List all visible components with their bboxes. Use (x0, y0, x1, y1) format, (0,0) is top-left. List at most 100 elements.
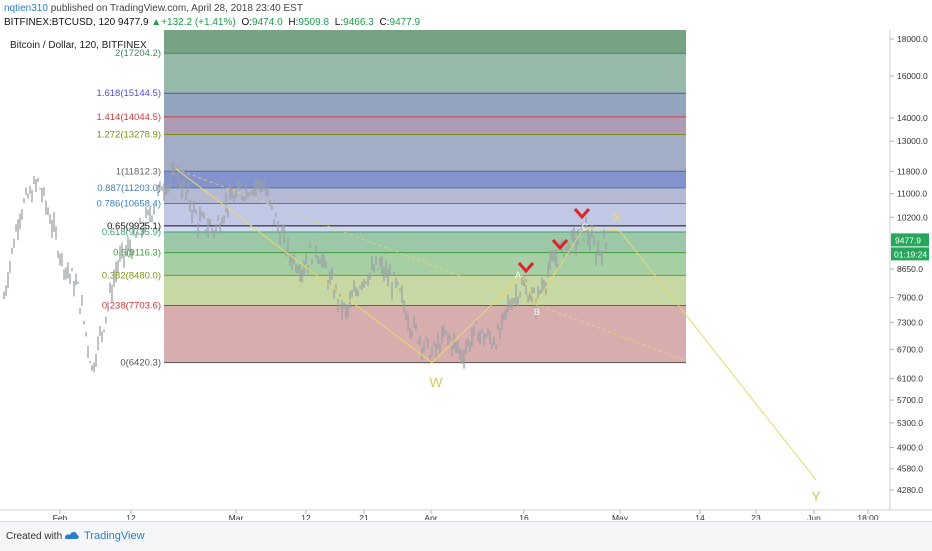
y-tick-label: 7900.0 (897, 293, 923, 303)
fib-zone (164, 134, 686, 172)
fib-zone (164, 275, 686, 306)
published-text: published on TradingView.com, April 28, … (50, 3, 303, 14)
y-tick-label: 16000.0 (897, 71, 928, 81)
y-tick-label: 11000.0 (897, 189, 927, 199)
wave-label: W (429, 374, 443, 390)
fib-zone (164, 53, 686, 94)
tradingview-link[interactable]: TradingView (84, 530, 145, 542)
y-tick-label: 13000.0 (897, 136, 928, 146)
fib-level-label: 0.786(10658.4) (97, 199, 161, 210)
wave-line (521, 275, 537, 304)
y-tick-label: 6100.0 (897, 374, 923, 384)
fib-level-label: 0.65(9925.1) (107, 221, 161, 232)
price-tags: 9477.9 01:19:24 (891, 233, 929, 261)
sell-marker-icon (551, 239, 569, 251)
close-value: 9477.9 (389, 17, 421, 28)
symbol-label: BITFINEX:BTCUSD, 120 (4, 17, 116, 28)
fib-zone (164, 93, 686, 117)
fib-zone (164, 305, 686, 363)
fib-labels: 2(17204.2) 1.618(15144.5) 1.414(14044.5) 1.… (97, 48, 161, 368)
y-tick-label: 10200.0 (897, 212, 928, 222)
fib-level-label: 1.618(15144.5) (97, 88, 161, 99)
high-value: 9509.8 (298, 17, 330, 28)
fib-level-label: 0.5(9116.3) (113, 248, 161, 259)
publish-info: nqtien310 published on TradingView.com, … (4, 3, 303, 15)
x-tick-label: 12 (126, 513, 136, 520)
x-tick-label: May (612, 513, 629, 520)
sell-marker-icon (573, 208, 591, 220)
low-label: L: (334, 17, 344, 28)
fib-level-label: 1.414(14044.5) (97, 112, 161, 123)
fib-level-label: 0.887(11203.0) (97, 183, 161, 194)
current-price-tag (891, 233, 929, 247)
fib-level-label: 1(11812.3) (116, 166, 161, 177)
y-tick-label: 4900.0 (897, 443, 923, 453)
x-tick-label: Jun (807, 513, 821, 520)
x-tick-label: 12 (301, 513, 311, 520)
low-value: 9466.3 (343, 17, 374, 28)
fib-level-label: 0.618(9735.9) (102, 227, 161, 238)
price-axis[interactable]: 18000.0 16000.0 14000.0 13000.0 11800.0 11000… (890, 34, 928, 495)
sell-marker-icon (517, 262, 535, 274)
fib-zone (164, 252, 686, 276)
up-arrow-icon: ▲ (151, 17, 162, 28)
wave-markers: W A B C X Y (429, 208, 821, 504)
x-tick-label: Mar (229, 513, 244, 520)
price-chart[interactable]: 2(17204.2) 1.618(15144.5) 1.414(14044.5) 1.… (0, 30, 932, 520)
created-with-text: Created with (6, 531, 63, 542)
y-tick-label: 14000.0 (897, 113, 928, 123)
wave-line (583, 227, 621, 232)
fib-level-label: 0(6420.3) (120, 358, 161, 369)
price-series (3, 161, 607, 373)
author-link[interactable]: nqtien310 (4, 3, 48, 14)
fib-zone (164, 231, 686, 253)
countdown-tag (891, 247, 929, 261)
wave-line (619, 230, 817, 481)
x-tick-label: Apr (424, 513, 437, 520)
fib-level-label: 1.272(13278.9) (97, 130, 161, 141)
ohlc-line: BITFINEX:BTCUSD, 120 9477.9 ▲+132.2 (+1.… (4, 17, 420, 29)
fib-zone (164, 225, 686, 232)
y-tick-label: 5300.0 (897, 418, 923, 428)
wave-line (535, 227, 585, 304)
x-tick-label: 21 (359, 513, 369, 520)
countdown-label: 01:19:24 (894, 249, 927, 259)
y-tick-label: 8650.0 (897, 264, 923, 274)
wave-label: X (612, 209, 622, 225)
fib-level-label: 0.382(8480.0) (102, 270, 161, 281)
y-tick-label: 4280.0 (897, 485, 923, 495)
fib-zone (164, 171, 686, 188)
open-label: O: (241, 17, 253, 28)
close-label: C: (379, 17, 390, 28)
fib-zone (164, 30, 686, 54)
y-tick-label: 18000.0 (897, 34, 928, 44)
wave-label: B (534, 307, 540, 317)
y-tick-label: 4580.0 (897, 464, 923, 474)
y-tick-label: 6700.0 (897, 344, 923, 354)
current-price-label: 9477.9 (895, 235, 921, 245)
wave-line (175, 168, 687, 362)
fib-zone (164, 203, 686, 226)
fib-level-label: 0.238(7703.6) (102, 300, 161, 311)
fib-level-label: 2(17204.2) (115, 48, 161, 59)
footer: Created with TradingView (0, 521, 932, 551)
x-tick-label: 16 (519, 513, 529, 520)
time-axis[interactable]: Feb 12 Mar 12 21 Apr 16 May 14 23 Jun 18:00 (53, 510, 879, 520)
fib-zone (164, 187, 686, 204)
fib-zone (164, 116, 686, 135)
fib-zones (164, 30, 686, 364)
wave-label: A (515, 270, 521, 280)
open-value: 9474.0 (252, 17, 283, 28)
wave-lines (175, 168, 817, 481)
x-tick-label: 18:00 (857, 513, 879, 520)
chart-title: Bitcoin / Dollar, 120, BITFINEX (10, 40, 147, 51)
last-price: 9477.9 (117, 17, 149, 28)
y-tick-label: 11800.0 (897, 167, 927, 177)
price-change: +132.2 (+1.41%) (161, 17, 236, 28)
wave-line (175, 168, 433, 364)
wave-line (431, 274, 523, 364)
x-tick-label: 23 (751, 513, 761, 520)
wave-label: Y (811, 488, 821, 504)
y-tick-label: 5700.0 (897, 395, 923, 405)
high-label: H: (288, 17, 299, 28)
